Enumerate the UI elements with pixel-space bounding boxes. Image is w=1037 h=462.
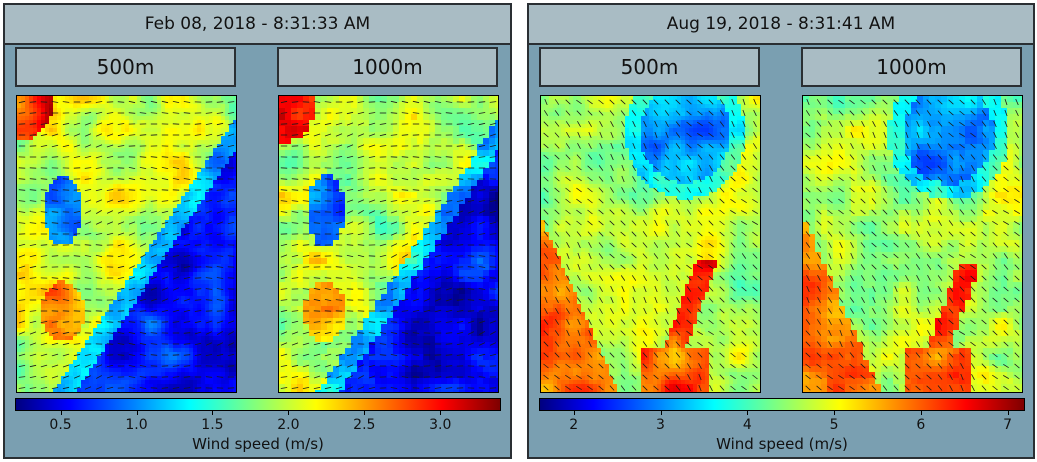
colorbar-tick-label: 4 — [742, 417, 752, 433]
wind-field-svg — [279, 96, 498, 392]
wind-field-svg — [541, 96, 760, 392]
colorbar-tick-label: 2.0 — [277, 417, 300, 433]
panel-aug: Aug 19, 2018 - 8:31:41 AM 500m 1000m 2 3 4… — [527, 3, 1035, 459]
map-label-1000m: 1000m — [277, 47, 498, 87]
colorbar — [15, 398, 501, 411]
colorbar-tick — [60, 411, 62, 415]
colorbar-tick — [136, 411, 138, 415]
wind-arrows — [18, 100, 235, 390]
map-label-1000m: 1000m — [801, 47, 1022, 87]
colorbar-label: Wind speed (m/s) — [716, 435, 848, 453]
colorbar-tick-label: 2.5 — [353, 417, 376, 433]
colorbar-tick-label: 1.5 — [201, 417, 224, 433]
wind-arrows — [280, 100, 497, 390]
wind-arrows — [805, 98, 1020, 392]
colorbar-tick — [660, 411, 662, 415]
panel-title: Aug 19, 2018 - 8:31:41 AM — [529, 5, 1033, 45]
colorbar-tick-label: 3 — [656, 417, 665, 433]
panel-feb: Feb 08, 2018 - 8:31:33 AM 500m 1000m 0.5… — [3, 3, 512, 459]
colorbar-tick-label: 2 — [569, 417, 579, 433]
colorbar-ticks: 0.5 1.0 1.5 2.0 2.5 3.0 — [15, 411, 501, 435]
colorbar-tick — [440, 411, 442, 415]
colorbar-tick — [1007, 411, 1009, 415]
map-label-500m: 500m — [539, 47, 760, 87]
wind-field-svg — [17, 96, 236, 392]
colorbar-label: Wind speed (m/s) — [192, 435, 324, 453]
colorbar-tick — [573, 411, 575, 415]
colorbar-tick-label: 3.0 — [429, 417, 452, 433]
map-label-500m: 500m — [15, 47, 236, 87]
wind-map-1000m — [278, 95, 499, 393]
colorbar-tick-label: 7 — [1003, 417, 1013, 433]
panel-title: Feb 08, 2018 - 8:31:33 AM — [5, 5, 510, 45]
colorbar-ticks: 2 3 4 5 6 7 — [539, 411, 1025, 435]
colorbar-tick — [920, 411, 922, 415]
wind-field-svg — [803, 96, 1022, 392]
colorbar-tick — [288, 411, 290, 415]
wind-map-500m — [540, 95, 761, 393]
colorbar-tick-label: 6 — [916, 417, 926, 433]
colorbar-tick — [212, 411, 214, 415]
colorbar-tick-label: 1.0 — [125, 417, 148, 433]
wind-map-1000m — [802, 95, 1023, 393]
colorbar-tick — [747, 411, 749, 415]
wind-arrows — [543, 98, 758, 392]
colorbar-tick — [834, 411, 836, 415]
wind-map-500m — [16, 95, 237, 393]
colorbar-tick-label: 5 — [829, 417, 839, 433]
colorbar-tick — [364, 411, 366, 415]
colorbar — [539, 398, 1025, 411]
colorbar-tick-label: 0.5 — [49, 417, 72, 433]
